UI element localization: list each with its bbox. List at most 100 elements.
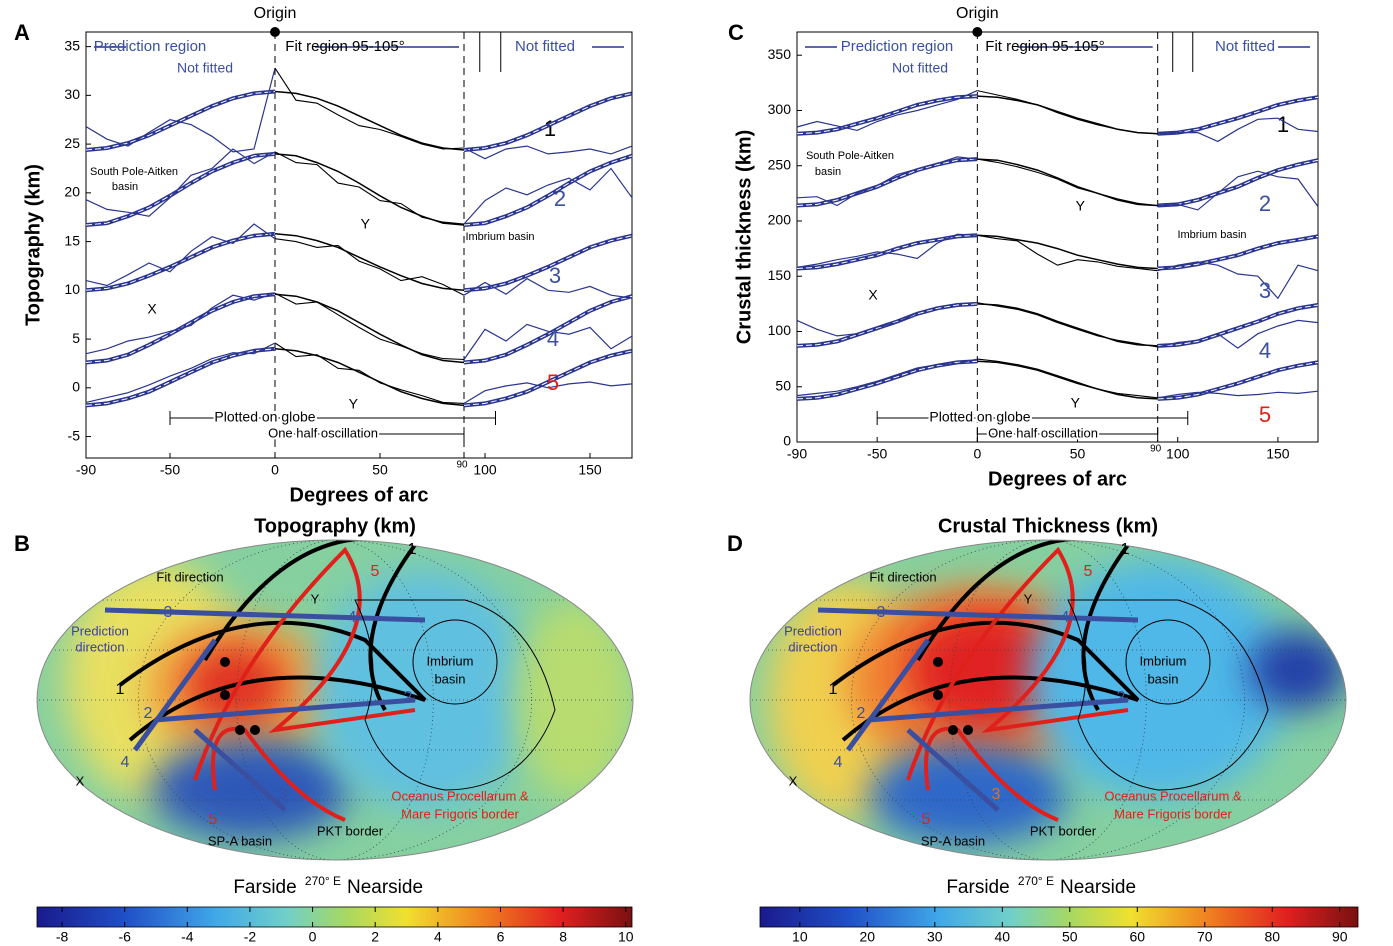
map-caption: 270° E bbox=[1018, 874, 1054, 888]
map-caption: 270° E bbox=[305, 874, 341, 888]
observed-line bbox=[463, 167, 633, 225]
map-annotation: 4 bbox=[1061, 609, 1070, 626]
observed-line bbox=[796, 156, 978, 207]
observed-line bbox=[977, 358, 1158, 399]
colorbar-tick-label: 50 bbox=[1062, 929, 1078, 945]
x-axis-title: Degrees of arc bbox=[988, 468, 1127, 490]
observed-line bbox=[1157, 390, 1319, 399]
x-tick-label: 150 bbox=[578, 462, 602, 478]
profile-band bbox=[867, 697, 1129, 723]
fit-line bbox=[463, 153, 633, 227]
map-annotation: PKT border bbox=[317, 823, 384, 838]
profile-band bbox=[906, 546, 1129, 781]
fit-line-dash bbox=[796, 158, 978, 206]
map-annotation: X bbox=[76, 773, 85, 788]
observed-line bbox=[85, 292, 276, 355]
observed-line bbox=[1157, 170, 1319, 211]
fit-line bbox=[1157, 303, 1319, 348]
fit-line-dash bbox=[463, 295, 633, 363]
map-caption: Farside bbox=[233, 877, 296, 898]
map-annotation: X bbox=[789, 773, 798, 788]
series-label: 5 bbox=[547, 370, 559, 395]
observed-line bbox=[977, 158, 1158, 207]
x-tick-label: -90 bbox=[787, 446, 807, 462]
profile-origin bbox=[948, 725, 958, 735]
map-annotation: SP-A basin bbox=[208, 833, 272, 848]
profile-band bbox=[211, 726, 346, 822]
map-caption: Farside bbox=[946, 877, 1009, 898]
annotation: X bbox=[147, 301, 157, 317]
map-annotation: 1 bbox=[829, 681, 838, 698]
annotation: Prediction region bbox=[841, 38, 954, 55]
y-tick-label: 0 bbox=[72, 379, 80, 395]
map-annotation: PKT border bbox=[1030, 823, 1097, 838]
imbrium-outline bbox=[412, 619, 498, 705]
map-title: Topography (km) bbox=[254, 515, 416, 537]
annotation: Y bbox=[349, 396, 359, 412]
observed-line bbox=[463, 381, 633, 404]
map-annotation: 1 bbox=[116, 681, 125, 698]
map-annotation: SP-A basin bbox=[921, 833, 985, 848]
profile-origin bbox=[235, 725, 245, 735]
colorbar-tick-label: 10 bbox=[618, 929, 634, 945]
map-caption: Nearside bbox=[1060, 877, 1136, 898]
profile-origin bbox=[963, 725, 973, 735]
map-annotation: Mare Frigoris border bbox=[1114, 806, 1232, 821]
map-annotation: 4 bbox=[121, 754, 130, 771]
map-annotation: Mare Frigoris border bbox=[401, 806, 519, 821]
x-tick-label: 100 bbox=[473, 462, 497, 478]
imbrium-outline bbox=[1125, 619, 1211, 705]
y-tick-label: 150 bbox=[768, 267, 792, 283]
observed-line bbox=[274, 238, 465, 296]
colorbar-tick-label: 0 bbox=[309, 929, 317, 945]
reference-label: 90 bbox=[456, 460, 468, 471]
observed-line bbox=[796, 358, 978, 397]
profile-band bbox=[104, 607, 426, 623]
colorbar-tick-label: 60 bbox=[1130, 929, 1146, 945]
series-label: 4 bbox=[1259, 338, 1271, 363]
fit-line-dash bbox=[1157, 304, 1319, 347]
y-tick-label: 100 bbox=[768, 322, 792, 338]
series-label: 1 bbox=[1277, 112, 1289, 137]
x-tick-label: -90 bbox=[76, 462, 96, 478]
y-tick-label: 350 bbox=[768, 46, 792, 62]
series-label: 3 bbox=[1259, 278, 1271, 303]
map-annotation: 3 bbox=[992, 786, 1001, 803]
x-tick-label: 150 bbox=[1266, 446, 1290, 462]
x-tick-label: 0 bbox=[271, 462, 279, 478]
map-outline bbox=[749, 539, 1347, 861]
map-annotation: 4 bbox=[834, 754, 843, 771]
profile-band bbox=[924, 726, 1059, 822]
colorbar-tick-label: 4 bbox=[434, 929, 442, 945]
y-tick-label: 20 bbox=[64, 184, 80, 200]
series-label: 3 bbox=[549, 263, 561, 288]
observed-line bbox=[1157, 319, 1319, 349]
map-annotation: Y bbox=[1024, 591, 1033, 606]
pkt-border bbox=[354, 599, 556, 791]
map-title: Crustal Thickness (km) bbox=[938, 515, 1158, 537]
map-annotation: Fit direction bbox=[869, 569, 936, 584]
observed-line bbox=[274, 342, 465, 404]
series-label: 4 bbox=[547, 326, 559, 351]
observed-line bbox=[796, 233, 978, 268]
annotation: basin bbox=[112, 181, 138, 193]
observed-line bbox=[977, 90, 1158, 135]
colorbar-tick-label: 30 bbox=[927, 929, 943, 945]
annotation: Not fitted bbox=[892, 60, 948, 76]
profile-band bbox=[845, 638, 931, 752]
annotation: Imbrium basin bbox=[1177, 229, 1246, 241]
map-caption: Nearside bbox=[347, 877, 423, 898]
profile-band bbox=[132, 638, 218, 752]
y-tick-label: 30 bbox=[64, 86, 80, 102]
map-annotation: 5 bbox=[209, 811, 218, 828]
annotation: South Pole-Aitken bbox=[806, 150, 894, 162]
colorbar-tick-label: -2 bbox=[244, 929, 257, 945]
observed-line bbox=[977, 234, 1158, 272]
map-annotation: Oceanus Procellarum & bbox=[1104, 788, 1242, 803]
profile-origin bbox=[220, 690, 230, 700]
fit-line bbox=[274, 153, 465, 226]
panel-letter: A bbox=[14, 20, 30, 45]
annotation: Plotted on globe bbox=[214, 409, 315, 425]
annotation: Prediction region bbox=[94, 38, 207, 55]
